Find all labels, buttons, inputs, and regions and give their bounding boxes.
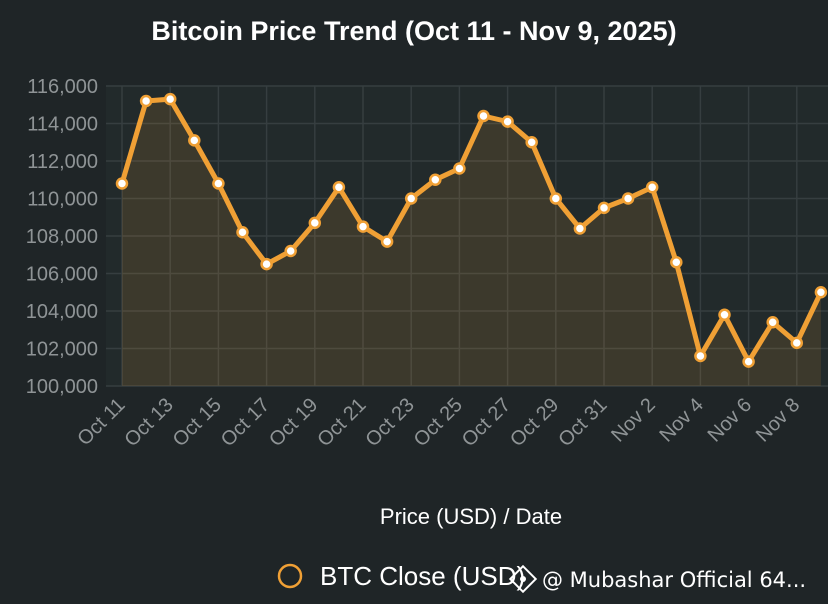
data-point (453, 162, 466, 175)
x-tick-label: Nov 6 (704, 394, 757, 447)
chart-title: Bitcoin Price Trend (Oct 11 - Nov 9, 202… (151, 16, 676, 46)
legend-label: BTC Close (USD) (320, 561, 525, 591)
watermark: @ Mubashar Official 64... (508, 564, 806, 594)
data-point (742, 355, 755, 368)
y-tick-label: 110,000 (27, 189, 98, 211)
y-tick-label: 112,000 (27, 151, 98, 173)
data-point (694, 349, 707, 363)
data-point (645, 181, 659, 194)
data-point (356, 220, 370, 233)
x-tick-label: Nov 8 (752, 394, 805, 447)
data-point (380, 235, 394, 248)
series-line (119, 96, 824, 365)
legend-marker (277, 563, 303, 589)
data-point (670, 256, 683, 269)
watermark-text: @ Mubashar Official 64... (542, 568, 806, 592)
x-tick-label: Nov 2 (607, 394, 660, 447)
data-point (163, 92, 177, 106)
x-axis-label: Price (USD) / Date (380, 504, 562, 529)
y-tick-label: 116,000 (27, 76, 98, 98)
x-tick-label: Oct 23 (362, 394, 419, 451)
data-point (139, 94, 153, 108)
data-point (429, 173, 442, 186)
series-area-fill (122, 99, 821, 386)
data-point (718, 308, 731, 321)
x-tick-label: Oct 27 (458, 394, 515, 451)
x-tick-label: Oct 13 (121, 394, 178, 451)
data-point (766, 316, 779, 329)
grid-lines (106, 85, 828, 387)
data-point (115, 177, 129, 190)
data-point (790, 336, 804, 350)
x-tick-label: Oct 15 (169, 394, 226, 451)
watermark-icon (508, 564, 538, 594)
y-tick-label: 100,000 (26, 376, 98, 398)
data-point (188, 134, 201, 147)
data-point (404, 192, 418, 205)
data-point (477, 109, 490, 123)
y-tick-label: 106,000 (26, 264, 98, 286)
data-point (549, 192, 563, 205)
data-point (284, 244, 297, 258)
x-tick-label: Oct 21 (313, 394, 370, 451)
data-point (260, 257, 273, 271)
data-point (308, 216, 322, 230)
y-axis-ticks: 100,000 102,000 104,000 106,000 108,000 110,0… (26, 76, 98, 398)
x-tick-label: Oct 17 (217, 394, 274, 451)
data-point (332, 181, 346, 194)
y-tick-label: 104,000 (26, 301, 98, 323)
x-tick-label: Oct 25 (410, 394, 467, 451)
x-tick-label: Oct 29 (506, 394, 563, 451)
data-point (236, 226, 249, 239)
data-point (501, 115, 514, 128)
x-tick-label: Nov 4 (655, 394, 708, 447)
x-tick-label: Oct 11 (73, 394, 129, 450)
data-point (212, 177, 225, 190)
y-tick-label: 114,000 (27, 114, 98, 136)
y-tick-label: 102,000 (26, 339, 98, 361)
data-points (115, 92, 828, 368)
data-point (573, 222, 587, 235)
x-tick-label: Oct 19 (265, 394, 322, 451)
data-point (621, 192, 635, 205)
legend[interactable]: BTC Close (USD) (277, 561, 525, 591)
y-tick-label: 108,000 (26, 226, 98, 248)
x-tick-label: Oct 31 (554, 394, 611, 451)
data-point (597, 201, 611, 215)
data-point (814, 286, 828, 299)
data-point (525, 136, 538, 149)
